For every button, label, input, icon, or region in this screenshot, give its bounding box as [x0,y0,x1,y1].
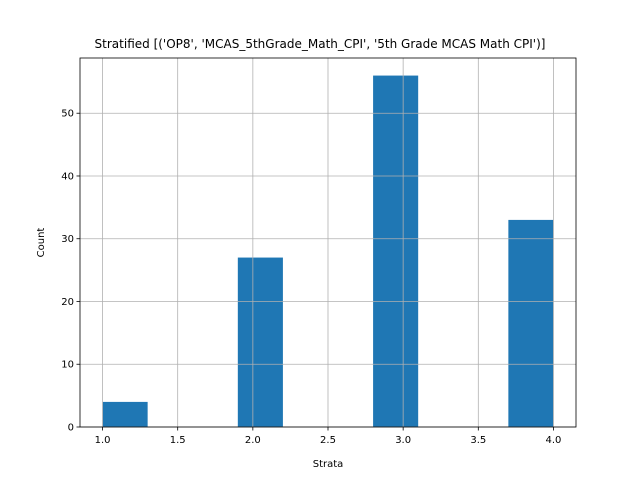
histogram-bar-6 [373,75,419,428]
y-tick-label-0: 0 [68,423,74,434]
x-axis-ticks: 1.0 1.5 2.0 2.5 3.0 3.5 4.0 [95,427,562,446]
x-tick-label-2: 2.0 [245,435,261,446]
plot-area: 1.0 1.5 2.0 2.5 3.0 3.5 4.0 0 10 20 30 40 50 [61,57,577,446]
y-axis-ticks: 0 10 20 30 40 50 [61,109,80,434]
x-tick-label-0: 1.0 [95,435,111,446]
histogram-bar-9 [508,219,554,427]
x-tick-label-1: 1.5 [170,435,186,446]
grid-lines [80,58,576,428]
y-tick-label-4: 40 [61,171,74,182]
y-tick-label-2: 20 [61,297,74,308]
y-tick-label-1: 10 [61,360,74,371]
y-tick-label-3: 30 [61,234,74,245]
x-tick-label-5: 3.5 [470,435,486,446]
x-tick-label-6: 4.0 [546,435,562,446]
bars [102,75,554,428]
histogram-bar-3 [237,257,283,427]
plot-frame [79,57,577,428]
x-tick-label-4: 3.0 [395,435,411,446]
histogram-bar-0 [102,401,148,427]
y-axis-label: Count [36,228,47,258]
x-tick-label-3: 2.5 [320,435,336,446]
x-axis-label: Strata [313,459,344,470]
y-tick-label-5: 50 [61,109,74,120]
chart-title: Stratified [('OP8', 'MCAS_5thGrade_Math_… [95,37,546,51]
